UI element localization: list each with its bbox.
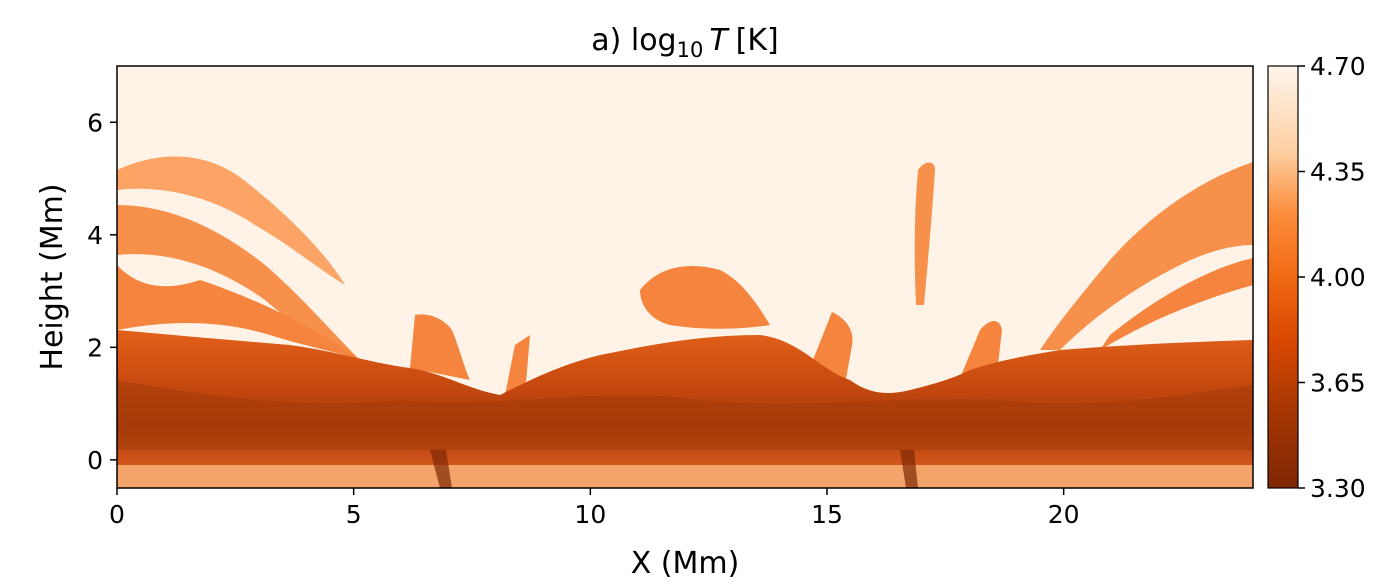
colorbar-tick-label: 3.65	[1310, 369, 1366, 398]
title-subscript: 10	[677, 38, 704, 62]
x-tick-label: 20	[1048, 500, 1080, 529]
x-axis-label: X (Mm)	[631, 546, 740, 581]
y-axis: 0 2 4 6	[87, 108, 117, 475]
y-tick-label: 0	[87, 446, 103, 475]
chart-title: a) log10 T [K]	[591, 23, 779, 62]
plot-frame	[116, 65, 1254, 489]
x-tick-label: 10	[574, 500, 606, 529]
colorbar-tick-label: 3.30	[1310, 474, 1366, 503]
y-axis-label: Height (Mm)	[35, 183, 70, 370]
colorbar-ticks: 3.30 3.65 4.00 4.35 4.70	[1298, 52, 1366, 503]
y-tick-label: 2	[87, 333, 103, 362]
colorbar	[1267, 65, 1299, 489]
x-tick-label: 5	[346, 500, 362, 529]
title-prefix: a) log	[591, 23, 676, 58]
x-tick-label: 15	[811, 500, 843, 529]
colorbar-tick-label: 4.70	[1310, 52, 1366, 81]
colorbar-tick-label: 4.35	[1310, 158, 1366, 187]
title-unit: [K]	[736, 23, 779, 58]
heatmap-image	[117, 66, 1253, 488]
y-tick-label: 4	[87, 221, 103, 250]
x-tick-label: 0	[109, 500, 125, 529]
x-axis: 0 5 10 15 20	[109, 488, 1080, 529]
title-symbol: T	[709, 23, 730, 58]
colorbar-tick-label: 4.00	[1310, 263, 1366, 292]
y-tick-label: 6	[87, 108, 103, 137]
